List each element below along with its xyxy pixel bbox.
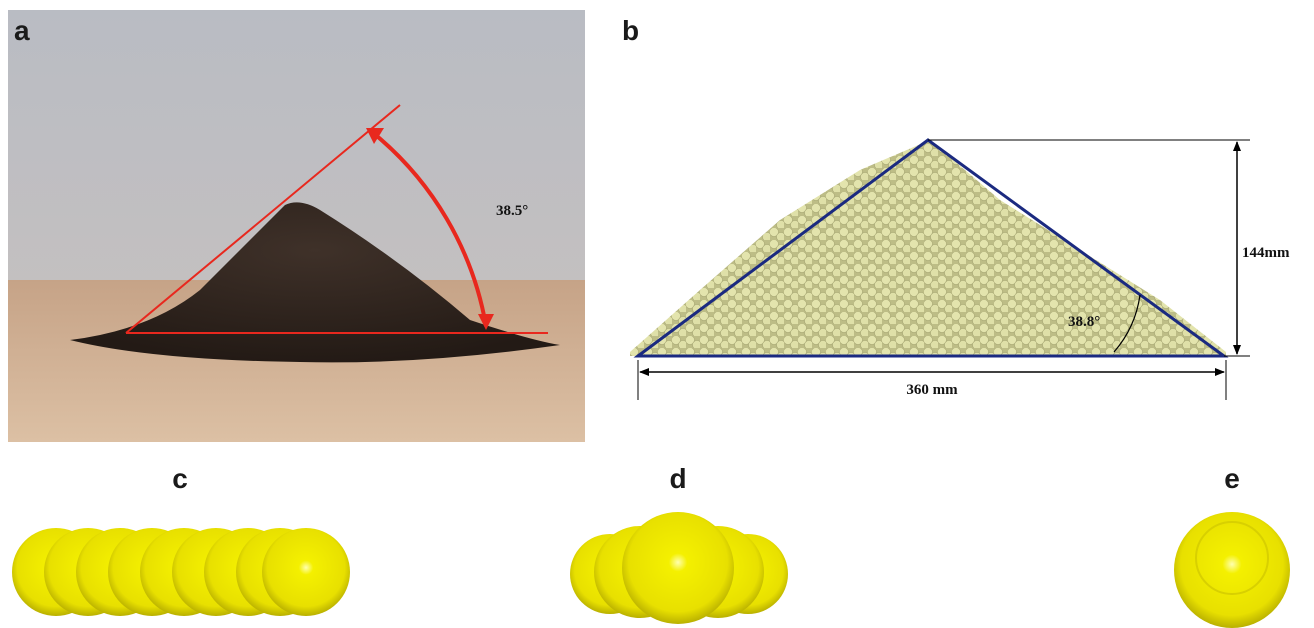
panel-e: e bbox=[1174, 463, 1290, 628]
particle-pile bbox=[630, 140, 1226, 356]
panel-label: b bbox=[622, 15, 639, 46]
page: 38.5° a b 144mm 38.8° 360 mm c d bbox=[0, 0, 1314, 628]
width-label: 360 mm bbox=[906, 382, 958, 398]
arrow-head bbox=[1233, 141, 1241, 151]
angle-label: 38.5° bbox=[496, 203, 528, 219]
panel-d: d bbox=[570, 463, 788, 624]
angle-label: 38.8° bbox=[1068, 314, 1100, 330]
particle-model bbox=[570, 512, 788, 624]
arrow-head bbox=[639, 368, 649, 376]
height-label: 144mm bbox=[1242, 245, 1290, 261]
panel-b: b 144mm 38.8° 360 mm bbox=[622, 15, 1290, 400]
particle-model bbox=[1174, 512, 1290, 628]
panel-label: e bbox=[1224, 463, 1240, 494]
figure: 38.5° a b 144mm 38.8° 360 mm c d bbox=[0, 0, 1314, 628]
panel-c: c bbox=[12, 463, 350, 616]
sphere bbox=[262, 528, 350, 616]
sphere bbox=[622, 512, 734, 624]
particle-model bbox=[12, 528, 350, 616]
panel-a: 38.5° a bbox=[8, 10, 585, 442]
panel-label: c bbox=[172, 463, 188, 494]
arrow-head bbox=[1215, 368, 1225, 376]
arrow-head bbox=[1233, 345, 1241, 355]
panel-label: a bbox=[14, 15, 30, 46]
panel-label: d bbox=[669, 463, 686, 494]
